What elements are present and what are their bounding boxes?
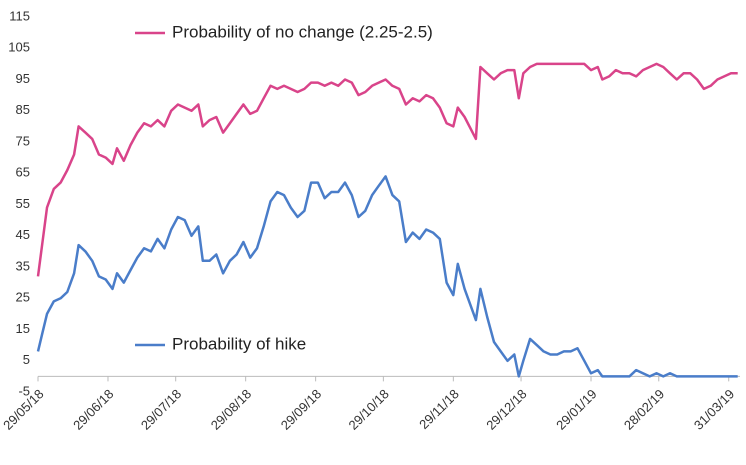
series-line (36, 175, 738, 378)
y-tick-label: 115 (9, 8, 30, 23)
x-tick-label: 29/01/19 (553, 386, 599, 432)
x-tick-label: 31/03/19 (691, 386, 737, 432)
y-tick-label: 45 (16, 227, 30, 242)
x-tick-label: 29/07/18 (138, 386, 184, 432)
x-tick-label: 29/08/18 (208, 386, 254, 432)
y-tick-label: 25 (16, 290, 30, 305)
y-tick-label: 5 (23, 352, 30, 367)
y-tick-label: 35 (16, 258, 30, 273)
x-tick-label: 29/10/18 (346, 386, 392, 432)
y-tick-label: 105 (8, 40, 30, 55)
y-tick-label: 55 (16, 196, 30, 211)
y-tick-label: 15 (16, 321, 30, 336)
x-tick-label: 29/06/18 (70, 386, 116, 432)
x-tick-label: 29/11/18 (416, 386, 462, 432)
x-tick-label: 28/02/19 (621, 386, 667, 432)
legend-label: Probability of no change (2.25-2.5) (172, 22, 433, 41)
x-tick-label: 29/09/18 (278, 386, 324, 432)
y-tick-label: 75 (16, 133, 30, 148)
y-tick-label: 95 (16, 71, 30, 86)
y-tick-label: 65 (16, 165, 30, 180)
y-tick-label: -5 (18, 383, 30, 398)
legend-label: Probability of hike (172, 334, 306, 353)
series-line (36, 62, 738, 277)
x-tick-label: 29/12/18 (483, 386, 529, 432)
y-tick-label: 85 (16, 102, 30, 117)
